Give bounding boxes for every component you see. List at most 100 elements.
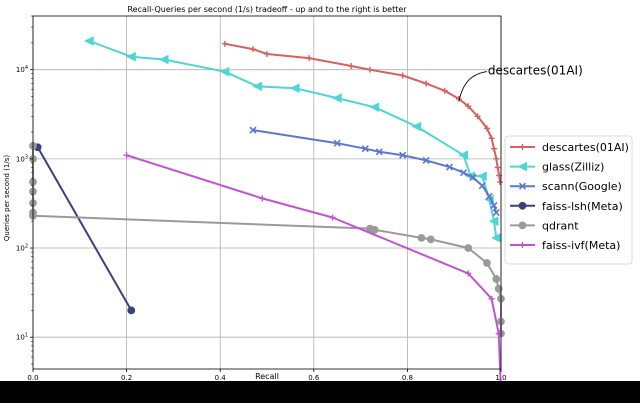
chart-title: Recall-Queries per second (1/s) tradeoff… (127, 5, 407, 14)
legend-label: faiss-lsh(Meta) (542, 200, 623, 213)
y-axis-label: Queries per second (1/s) (3, 155, 11, 241)
data-point (492, 275, 501, 283)
series-glass-zilliz (84, 36, 501, 243)
data-point (478, 182, 486, 190)
x-tick-label: 0.2 (121, 374, 132, 381)
legend: descartes(01AI) glass(Zilliz) scann(Google… (504, 135, 633, 265)
x-tick-label: 0.8 (402, 374, 413, 381)
data-point (126, 51, 136, 62)
x-axis-label: Recall (255, 372, 279, 381)
legend-label: glass(Zilliz) (542, 161, 604, 174)
data-point (417, 233, 426, 242)
data-point (458, 150, 469, 160)
gridlines (32, 16, 502, 369)
x-tick-label: 0.6 (308, 374, 320, 381)
annotation-label: descartes(01AI) (488, 64, 583, 78)
data-point (221, 40, 228, 47)
data-point (399, 72, 406, 79)
annotation: descartes(01AI) (458, 64, 583, 101)
data-point (488, 295, 495, 302)
data-point (464, 244, 473, 252)
series-lines (29, 36, 505, 394)
data-point (497, 179, 504, 186)
data-point (411, 121, 422, 132)
data-point (127, 306, 136, 315)
series-scann-google (249, 126, 500, 217)
legend-swatch-marker (518, 201, 527, 210)
data-point (492, 208, 500, 217)
x-tick-label: 0.4 (215, 374, 227, 381)
data-point (459, 169, 468, 177)
legend-entry: scann(Google) (510, 180, 622, 193)
legend-entry: descartes(01AI) (510, 141, 629, 154)
data-point (158, 54, 169, 65)
data-point (366, 66, 373, 73)
legend-entry: faiss-lsh(Meta) (510, 200, 623, 213)
data-point (445, 163, 454, 171)
legend-entry: faiss-ivf(Meta) (510, 239, 620, 252)
data-point (219, 66, 230, 77)
recall-qps-chart: Recall-Queries per second (1/s) tradeoff… (3, 5, 633, 394)
data-point (249, 126, 257, 134)
data-point (361, 145, 369, 153)
data-point (123, 152, 130, 159)
data-point (369, 102, 380, 112)
data-point (332, 93, 342, 103)
data-point (494, 284, 503, 293)
data-point (333, 139, 341, 147)
data-point (465, 103, 472, 110)
data-point (488, 216, 499, 226)
legend-swatch-marker (519, 144, 526, 150)
data-point (264, 50, 270, 57)
data-point (477, 171, 487, 181)
series-line (88, 40, 498, 239)
data-point (289, 83, 300, 94)
series-qdrant (29, 141, 505, 338)
data-point (329, 214, 336, 221)
legend-label: faiss-ivf(Meta) (542, 239, 620, 252)
data-point (348, 62, 355, 69)
data-point (370, 225, 379, 234)
legend-swatch-marker (518, 182, 527, 190)
data-point (488, 135, 495, 142)
bottom-bar (0, 381, 640, 403)
data-point (249, 46, 256, 53)
data-point (252, 81, 263, 92)
x-tick-label: 1.0 (495, 374, 506, 381)
data-point (491, 233, 501, 243)
data-point (84, 36, 94, 46)
data-point (490, 145, 497, 152)
y-tick-label: 104 (16, 65, 28, 74)
series-line (224, 42, 502, 183)
plot-frame (32, 15, 502, 370)
legend-entry: glass(Zilliz) (510, 161, 604, 174)
legend-swatch-marker (519, 242, 526, 248)
data-point (426, 235, 435, 244)
data-point (493, 155, 500, 162)
data-point (490, 201, 498, 210)
data-point (494, 164, 501, 171)
legend-label: descartes(01AI) (542, 141, 629, 154)
data-point (399, 151, 407, 159)
data-point (485, 192, 493, 200)
series-faiss-lsh-meta (33, 143, 136, 315)
data-point (483, 125, 490, 132)
series-descartes-01ai (221, 40, 504, 186)
data-point (375, 148, 383, 156)
legend-entry: qdrant (510, 219, 579, 232)
y-tick-label: 103 (16, 154, 28, 163)
data-point (422, 156, 430, 165)
data-point (423, 80, 430, 87)
series-line (36, 146, 133, 311)
data-point (483, 259, 491, 267)
legend-box (504, 135, 633, 265)
legend-swatch-marker (517, 161, 527, 172)
legend-label: scann(Google) (542, 180, 622, 193)
series-faiss-ivf-meta (123, 152, 504, 394)
data-point (306, 55, 313, 62)
legend-label: qdrant (542, 219, 579, 232)
data-point (259, 195, 266, 202)
data-point (474, 113, 481, 120)
y-tick-label: 102 (16, 244, 28, 253)
